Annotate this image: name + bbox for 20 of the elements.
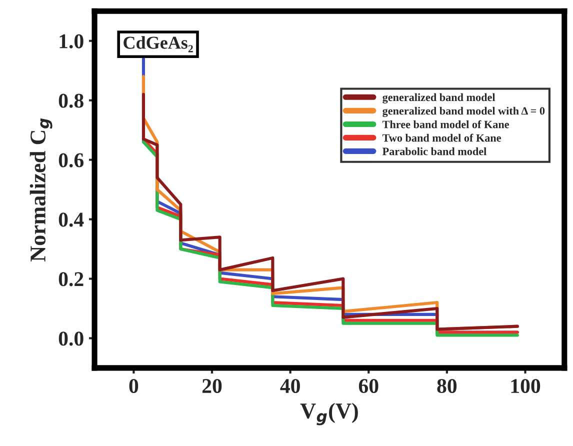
legend-label: generalized band model with Δ = 0	[382, 106, 545, 118]
x-tick-label: 0	[129, 378, 138, 394]
annotation: CdGeAs₂	[124, 36, 193, 52]
y-tick-label: 0.2	[58, 272, 84, 286]
x-tick-label: 40	[280, 378, 300, 394]
x-tick-label: 20	[202, 378, 222, 394]
legend-label: Parabolic band model	[382, 147, 486, 156]
y-tick-label: 0.0	[58, 332, 84, 346]
legend-label: generalized band model	[382, 93, 496, 104]
y-tick-label: 0.6	[58, 153, 84, 168]
y-axis-title: Normalized C$_{g}$	[30, 118, 52, 262]
legend-label: Two band model of Kane	[382, 134, 501, 142]
x-tick-label: 60	[358, 378, 378, 394]
y-tick-label: 0.4	[58, 212, 84, 227]
x-tick-label: 100	[511, 378, 540, 394]
y-tick-label: 0.8	[58, 94, 84, 108]
x-axis-title: V$_{g}$(V)	[300, 402, 358, 426]
legend-label: Three band model of Kane	[382, 120, 509, 128]
x-tick-label: 80	[437, 378, 457, 394]
y-tick-label: 1.0	[60, 34, 84, 48]
